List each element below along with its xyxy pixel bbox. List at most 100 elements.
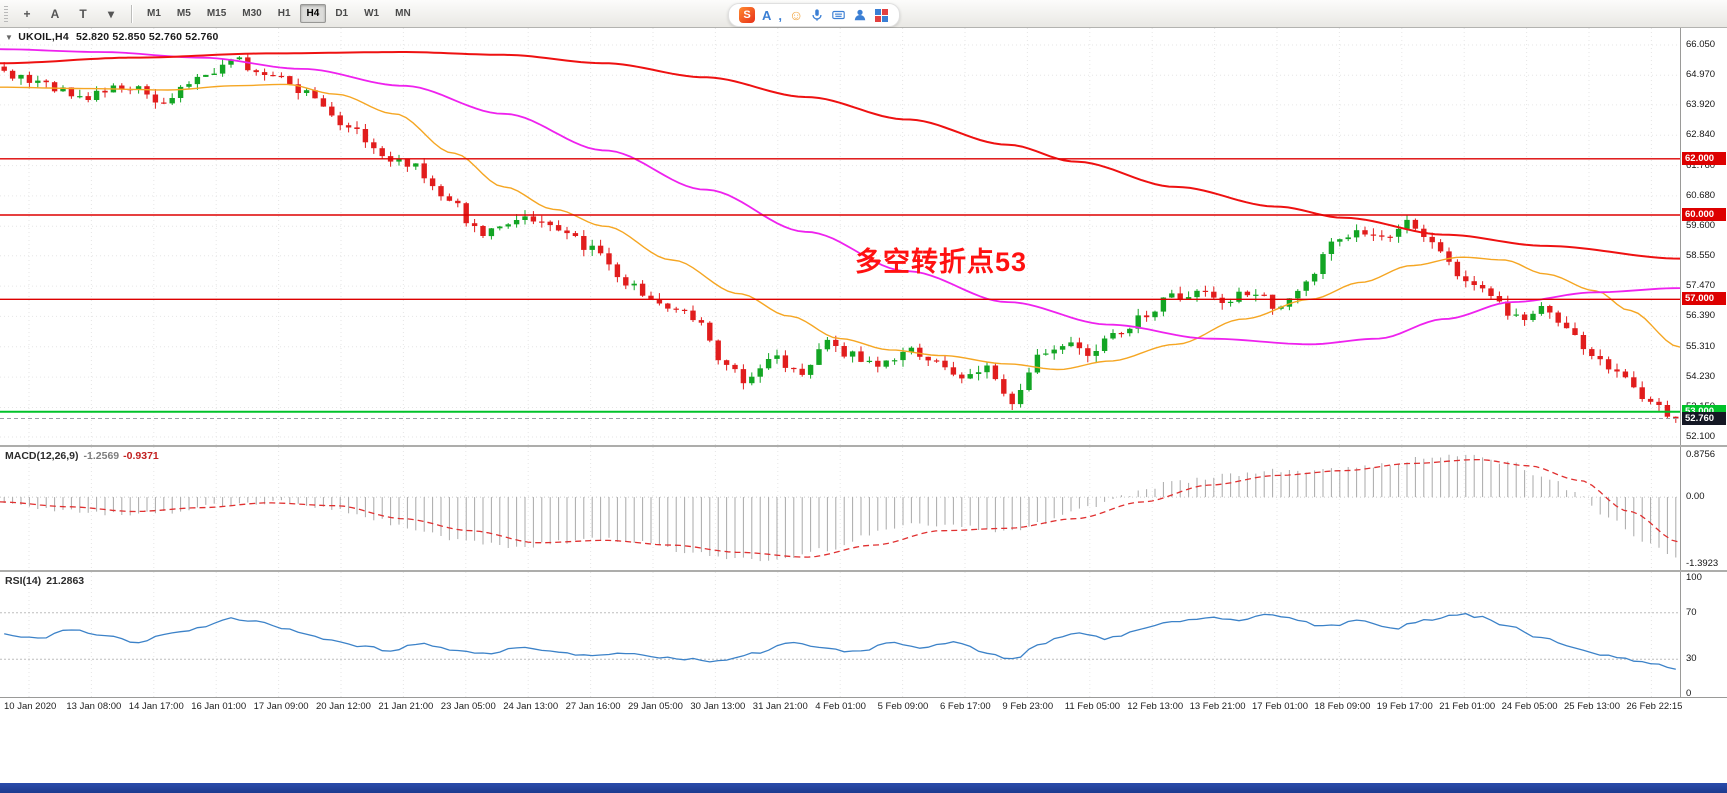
current-price-badge: 52.760 xyxy=(1682,412,1726,426)
price-tick: 56.390 xyxy=(1686,310,1716,322)
time-axis-label: 4 Feb 01:00 xyxy=(815,701,866,712)
sogou-logo-icon[interactable]: S xyxy=(739,7,755,23)
price-scale[interactable]: 66.050 64.970 63.920 62.840 61.760 60.680 59.6… xyxy=(1680,28,1727,699)
macd-histogram xyxy=(3,454,1677,562)
rsi-tick: 30 xyxy=(1686,653,1697,665)
price-tick: 63.920 xyxy=(1686,98,1716,110)
time-axis-label: 26 Feb 22:15 xyxy=(1626,701,1683,712)
time-axis-label: 14 Jan 17:00 xyxy=(128,701,184,712)
timeframe-m1-button[interactable]: M1 xyxy=(147,8,161,19)
chart-window: ▼ UKOIL,H4 52.820 52.850 52.760 52.760 多… xyxy=(0,28,1727,783)
rsi-tick: 70 xyxy=(1686,606,1697,618)
macd-chart-canvas[interactable] xyxy=(0,447,1680,570)
pane-divider[interactable] xyxy=(0,445,1727,447)
price-tick: 55.310 xyxy=(1686,340,1716,352)
time-axis-label: 31 Jan 21:00 xyxy=(752,701,808,712)
toolbox-icon[interactable] xyxy=(874,8,889,23)
rsi-pane[interactable]: RSI(14) 21.2863 xyxy=(0,572,1680,697)
time-axis-label: 21 Jan 21:00 xyxy=(378,701,434,712)
time-axis-label: 23 Jan 05:00 xyxy=(440,701,496,712)
time-axis-label: 11 Feb 05:00 xyxy=(1064,701,1121,712)
price-tick: 52.100 xyxy=(1686,431,1716,442)
symbol-line: ▼ UKOIL,H4 52.820 52.850 52.760 52.760 xyxy=(5,31,219,43)
time-axis[interactable]: 10 Jan 2020 13 Jan 08:00 14 Jan 17:00 16 Ja… xyxy=(0,697,1727,716)
shapes-dropdown-icon[interactable]: ▾ xyxy=(107,6,115,21)
macd-tick: 0.00 xyxy=(1686,491,1705,503)
rsi-label: RSI(14) 21.2863 xyxy=(5,575,85,587)
keyboard-icon[interactable] xyxy=(831,8,846,22)
language-mode-icon[interactable]: A xyxy=(762,7,772,23)
time-axis-label: 25 Feb 13:00 xyxy=(1564,701,1620,712)
time-axis-label: 16 Jan 01:00 xyxy=(191,701,247,712)
time-axis-label: 13 Feb 21:00 xyxy=(1189,701,1246,712)
level-price-badge: 60.000 xyxy=(1682,208,1726,221)
time-axis-label: 24 Feb 05:00 xyxy=(1501,701,1558,712)
macd-label: MACD(12,26,9) -1.2569 -0.9371 xyxy=(5,450,159,462)
time-axis-label: 27 Jan 16:00 xyxy=(565,701,621,712)
time-axis-label: 10 Jan 2020 xyxy=(4,701,57,712)
ma-fast-line[interactable] xyxy=(0,83,1680,371)
ma-mid-line[interactable] xyxy=(0,48,1680,346)
label-tool-icon[interactable]: T xyxy=(79,6,87,21)
time-axis-label: 19 Feb 17:00 xyxy=(1376,701,1433,712)
price-chart-canvas[interactable] xyxy=(0,28,1680,445)
timeframe-h1-button[interactable]: H1 xyxy=(277,8,291,19)
microphone-icon[interactable] xyxy=(810,8,824,22)
price-pane[interactable]: ▼ UKOIL,H4 52.820 52.850 52.760 52.760 多… xyxy=(0,28,1680,445)
timeframe-mn-button[interactable]: MN xyxy=(395,8,411,19)
time-axis-label: 21 Feb 01:00 xyxy=(1439,701,1496,712)
macd-pane[interactable]: MACD(12,26,9) -1.2569 -0.9371 xyxy=(0,447,1680,570)
macd-tick: -1.3923 xyxy=(1686,558,1719,569)
timeframe-w1-button[interactable]: W1 xyxy=(364,8,380,19)
price-tick: 57.470 xyxy=(1686,280,1716,292)
price-tick: 66.050 xyxy=(1686,39,1716,50)
crosshair-icon[interactable]: + xyxy=(23,6,31,21)
time-axis-label: 18 Feb 09:00 xyxy=(1314,701,1371,712)
rsi-tick: 100 xyxy=(1686,572,1702,583)
candles xyxy=(1,53,1679,423)
price-tick: 58.550 xyxy=(1686,249,1716,261)
ime-toolbar: S A , ☺ xyxy=(728,3,901,27)
price-tick: 54.230 xyxy=(1686,371,1716,383)
account-icon[interactable] xyxy=(853,8,867,22)
macd-signal-line xyxy=(0,458,1680,558)
time-axis-label: 30 Jan 13:00 xyxy=(690,701,746,712)
price-tick: 59.600 xyxy=(1686,220,1716,232)
ma-slow-line[interactable] xyxy=(0,51,1680,260)
timeframe-d1-button[interactable]: D1 xyxy=(335,8,349,19)
time-axis-label: 29 Jan 05:00 xyxy=(628,701,683,712)
timeframe-m30-button[interactable]: M30 xyxy=(242,8,262,19)
punctuation-icon[interactable]: , xyxy=(778,7,783,23)
price-tick: 62.840 xyxy=(1686,129,1716,141)
time-axis-label: 9 Feb 23:00 xyxy=(1002,701,1054,712)
rsi-line xyxy=(4,612,1676,670)
symbol-dropdown-icon[interactable]: ▼ xyxy=(5,33,14,42)
time-axis-label: 20 Jan 12:00 xyxy=(316,701,371,712)
timeframe-m15-button[interactable]: M15 xyxy=(206,8,227,19)
emoji-icon[interactable]: ☺ xyxy=(789,7,804,23)
level-price-badge: 57.000 xyxy=(1682,292,1726,306)
rsi-chart-canvas[interactable] xyxy=(0,572,1680,697)
symbol-label: UKOIL,H4 xyxy=(18,31,69,43)
macd-tick: 0.8756 xyxy=(1686,449,1716,460)
timeframe-h4-button[interactable]: H4 xyxy=(299,4,327,23)
time-axis-label: 5 Feb 09:00 xyxy=(877,701,929,712)
price-tick: 60.680 xyxy=(1686,189,1716,201)
time-axis-label: 17 Jan 09:00 xyxy=(253,701,309,712)
toolbar-grip[interactable] xyxy=(4,5,8,22)
level-price-badge: 62.000 xyxy=(1682,151,1726,165)
pane-divider[interactable] xyxy=(0,570,1727,572)
price-tick: 61.760 xyxy=(1686,159,1716,171)
timeframe-m5-button[interactable]: M5 xyxy=(176,8,191,19)
text-tool-icon[interactable]: A xyxy=(50,6,60,21)
chart-text-annotation[interactable]: 多空转折点53 xyxy=(855,247,1028,277)
toolbar-separator xyxy=(131,4,133,23)
time-axis-label: 17 Feb 01:00 xyxy=(1252,701,1308,712)
time-axis-label: 12 Feb 13:00 xyxy=(1127,701,1184,712)
rsi-tick: 0 xyxy=(1686,688,1692,699)
main-toolbar: + A T ▾ M1 M5 M15 M30 H1 H4 D1 W1 MN S A , ☺ xyxy=(0,0,1727,28)
time-axis-label: 13 Jan 08:00 xyxy=(66,701,122,712)
time-axis-label: 24 Jan 13:00 xyxy=(503,701,559,712)
time-axis-label: 6 Feb 17:00 xyxy=(940,701,991,712)
